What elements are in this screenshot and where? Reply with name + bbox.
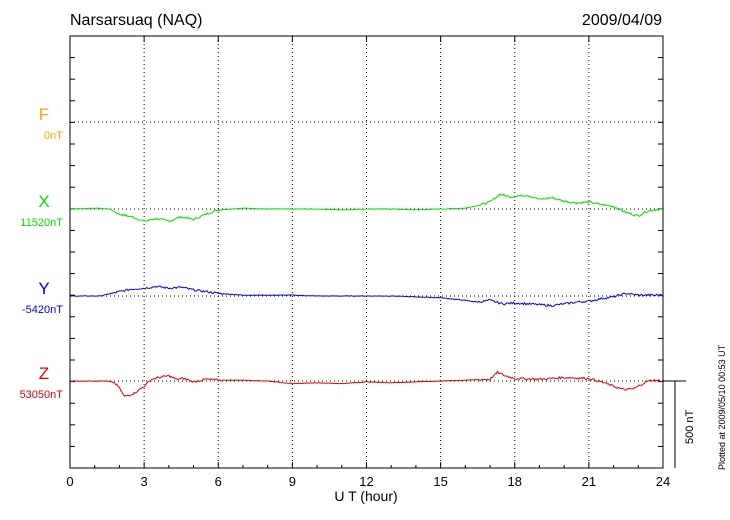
x-ticks: 0 3 6 9 12 15 18 21 24 [66, 36, 670, 489]
x-tick-label: 0 [66, 474, 73, 489]
plotted-note: Plotted at 2009/05/10 00:53 UT [717, 344, 727, 470]
channel-baseline-z: 53050nT [20, 389, 64, 401]
x-tick-label: 15 [433, 474, 447, 489]
scale-bar-label: 500 nT [684, 409, 696, 444]
channel-baseline-y: -5420nT [22, 304, 63, 316]
x-tick-label: 12 [359, 474, 373, 489]
channel-baseline-x: 11520nT [20, 217, 63, 229]
channel-baseline-f: 0nT [44, 130, 63, 142]
traces [69, 193, 664, 397]
chart-title: Narsarsuaq (NAQ) [70, 12, 202, 29]
trace-y [69, 285, 664, 307]
scale-bar: 500 nT [663, 380, 696, 468]
x-tick-label: 9 [289, 474, 296, 489]
x-tick-label: 21 [582, 474, 596, 489]
channel-label-z: Z [39, 364, 49, 383]
channel-label-x: X [38, 192, 49, 211]
x-tick-label: 3 [141, 474, 148, 489]
channel-labels: F 0nT X 11520nT Y -5420nT Z 53050nT [20, 105, 64, 401]
x-tick-label: 6 [215, 474, 222, 489]
x-axis-label: U T (hour) [334, 488, 397, 504]
trace-x [69, 193, 664, 223]
x-tick-label: 24 [656, 474, 670, 489]
trace-z [69, 370, 664, 397]
x-tick-label: 18 [508, 474, 522, 489]
grid [70, 35, 663, 468]
channel-label-f: F [39, 105, 49, 124]
chart-date: 2009/04/09 [582, 12, 662, 29]
channel-label-y: Y [38, 279, 49, 298]
